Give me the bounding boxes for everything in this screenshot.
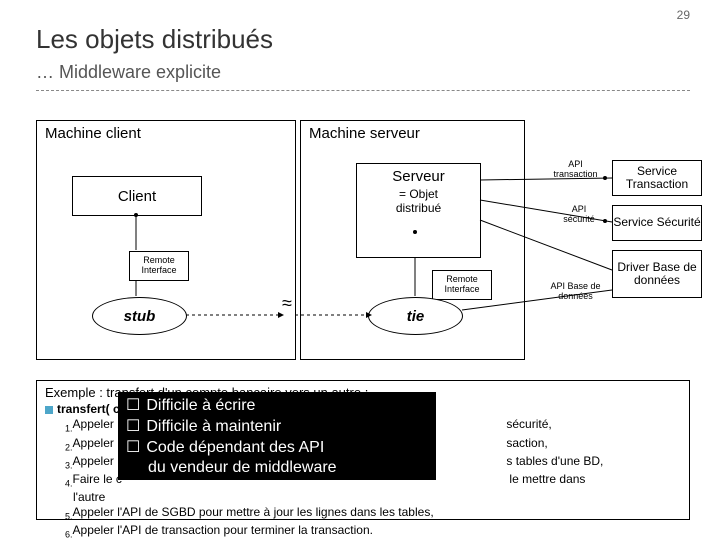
service-transaction: Service Transaction xyxy=(612,160,702,196)
stub-ellipse: stub xyxy=(92,297,187,335)
divider xyxy=(36,90,690,91)
remote-interface-serveur: Remote Interface xyxy=(432,270,492,300)
overlay-box: ☐Difficile à écrire ☐Difficile à mainten… xyxy=(118,392,436,480)
machine-serveur-box: Machine serveur Serveur = Objet distribu… xyxy=(300,120,525,360)
example-l5: 5.Appeler l'API de SGBD pour mettre à jo… xyxy=(45,505,681,523)
serveur-title: Serveur xyxy=(357,168,480,185)
example-l4c: l'autre xyxy=(45,490,681,506)
tie-ellipse: tie xyxy=(368,297,463,335)
bullet-icon xyxy=(45,406,53,414)
example-l6: 6.Appeler l'API de transaction pour term… xyxy=(45,523,681,541)
overlay-l3: ☐Code dépendant des API xyxy=(126,438,428,459)
remote-interface-client: Remote Interface xyxy=(129,251,189,281)
machine-client-title: Machine client xyxy=(37,121,295,146)
machine-serveur-title: Machine serveur xyxy=(301,121,524,146)
serveur-sub1: = Objet xyxy=(357,187,480,201)
machine-client-box: Machine client Client Remote Interface s… xyxy=(36,120,296,360)
overlay-l4: du vendeur de middleware xyxy=(126,458,428,479)
page-number: 29 xyxy=(677,8,690,22)
client-box: Client xyxy=(72,176,202,216)
api-transaction-label: API transaction xyxy=(548,160,603,180)
serveur-box: Serveur = Objet distribué Remote Interfa… xyxy=(356,163,481,258)
overlay-l2: ☐Difficile à maintenir xyxy=(126,417,428,438)
service-db: Driver Base de données xyxy=(612,250,702,298)
overlay-l1: ☐Difficile à écrire xyxy=(126,396,428,417)
service-securite: Service Sécurité xyxy=(612,205,702,241)
subtitle: … Middleware explicite xyxy=(36,62,221,83)
page-title: Les objets distribués xyxy=(36,24,273,55)
api-securite-label: API sécurité xyxy=(555,205,603,225)
serveur-sub2: distribué xyxy=(357,201,480,215)
approx-symbol: ≈ xyxy=(282,293,292,314)
api-db-label: API Base de données xyxy=(548,282,603,302)
